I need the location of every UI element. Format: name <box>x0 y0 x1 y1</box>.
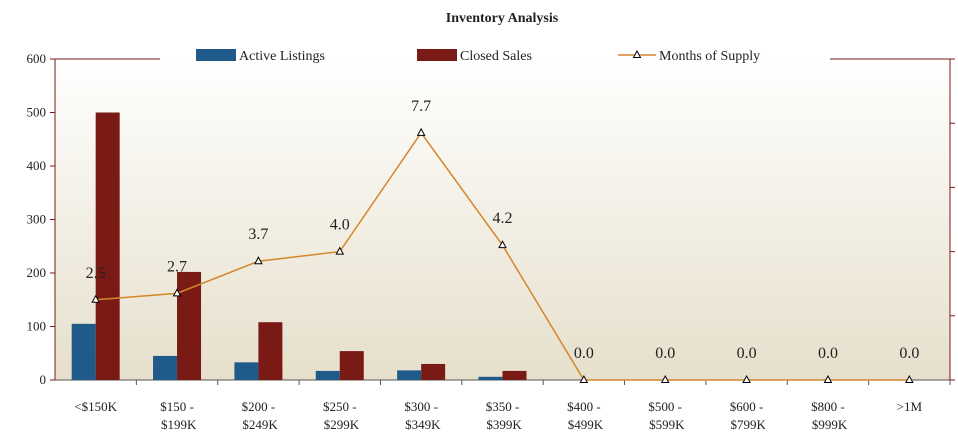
legend-swatch <box>196 49 236 61</box>
x-tick-label: $250 - $299K <box>320 399 359 432</box>
y-tick-label: 0 <box>40 372 47 387</box>
legend-marker <box>632 49 642 58</box>
x-tick-label-line: $399K <box>483 417 522 432</box>
data-label: 0.0 <box>655 345 675 362</box>
x-tick-label: $500 - $599K <box>646 399 685 432</box>
line-marker <box>579 374 589 383</box>
y-tick-label: 300 <box>27 212 47 227</box>
x-tick-label-line: $300 - <box>404 399 438 414</box>
legend-label: Closed Sales <box>460 49 532 64</box>
bar <box>177 271 202 380</box>
x-tick-label-line: $599K <box>646 417 685 432</box>
bar <box>258 322 283 380</box>
x-tick-label: $800 - $999K <box>809 399 848 432</box>
x-tick-label: $400 - $499K <box>565 399 604 432</box>
data-label: 2.5 <box>86 265 106 282</box>
x-tick-label-line: $600 - <box>730 399 764 414</box>
legend-swatch <box>417 49 457 61</box>
bar <box>234 362 259 380</box>
x-tick-label-line: $199K <box>158 417 197 432</box>
bar <box>95 112 120 380</box>
y-tick-label: 100 <box>27 319 47 334</box>
x-tick-label: $200 - $249K <box>239 399 278 432</box>
x-tick-label: <$150K <box>74 399 117 414</box>
bar <box>339 351 364 380</box>
line-marker <box>742 374 751 383</box>
x-tick-label-line: $249K <box>239 417 278 432</box>
x-tick-label-line: $250 - <box>323 399 357 414</box>
line-marker <box>172 288 182 297</box>
x-tick-label: >1M <box>897 399 923 414</box>
x-tick-label-line: $299K <box>320 417 359 432</box>
x-tick-label: $300 - $349K <box>402 399 441 432</box>
data-label: 0.0 <box>818 345 838 362</box>
x-tick-label-line: $350 - <box>486 399 520 414</box>
bar <box>421 363 446 380</box>
data-label: 0.0 <box>737 345 757 362</box>
x-tick-label-line: $999K <box>809 417 848 432</box>
line-marker <box>416 127 426 136</box>
x-tick-label-line: $400 - <box>567 399 601 414</box>
y-tick-label: 500 <box>27 105 47 120</box>
x-tick-label-line: $349K <box>402 417 441 432</box>
bar <box>502 370 527 380</box>
chart-title: Inventory Analysis <box>446 11 559 26</box>
line-marker <box>823 374 833 383</box>
line-marker <box>254 256 263 265</box>
data-label: 4.0 <box>330 217 350 234</box>
data-label: 3.7 <box>248 226 268 243</box>
y-tick-label: 600 <box>27 51 47 66</box>
data-label: 4.2 <box>493 210 513 227</box>
x-tick-label-line: $200 - <box>242 399 276 414</box>
x-tick-label: $350 - $399K <box>483 399 522 432</box>
data-label: 0.0 <box>899 345 919 362</box>
line-marker <box>91 294 101 303</box>
legend-label: Active Listings <box>239 49 325 64</box>
line-marker <box>660 374 670 383</box>
data-label: 2.7 <box>167 258 187 275</box>
bar <box>478 376 503 380</box>
legend-label: Months of Supply <box>659 49 760 64</box>
x-tick-label: $150 - $199K <box>158 399 197 432</box>
x-tick-label-line: $800 - <box>811 399 845 414</box>
x-tick-label-line: $799K <box>727 417 766 432</box>
bar <box>71 323 96 380</box>
line-marker <box>335 246 345 255</box>
line-marker <box>904 374 914 383</box>
data-label: 7.7 <box>411 98 431 115</box>
bar <box>153 355 178 380</box>
line-marker <box>498 240 507 249</box>
bar <box>397 370 422 380</box>
y-tick-label: 400 <box>27 158 47 173</box>
plot-area <box>55 59 950 380</box>
bar <box>315 370 340 380</box>
x-tick-label-line: $150 - <box>160 399 194 414</box>
x-tick-label-line: $500 - <box>648 399 682 414</box>
y-tick-label: 200 <box>27 265 47 280</box>
data-label: 0.0 <box>574 345 594 362</box>
x-tick-label-line: $499K <box>565 417 604 432</box>
x-tick-label: $600 - $799K <box>727 399 766 432</box>
